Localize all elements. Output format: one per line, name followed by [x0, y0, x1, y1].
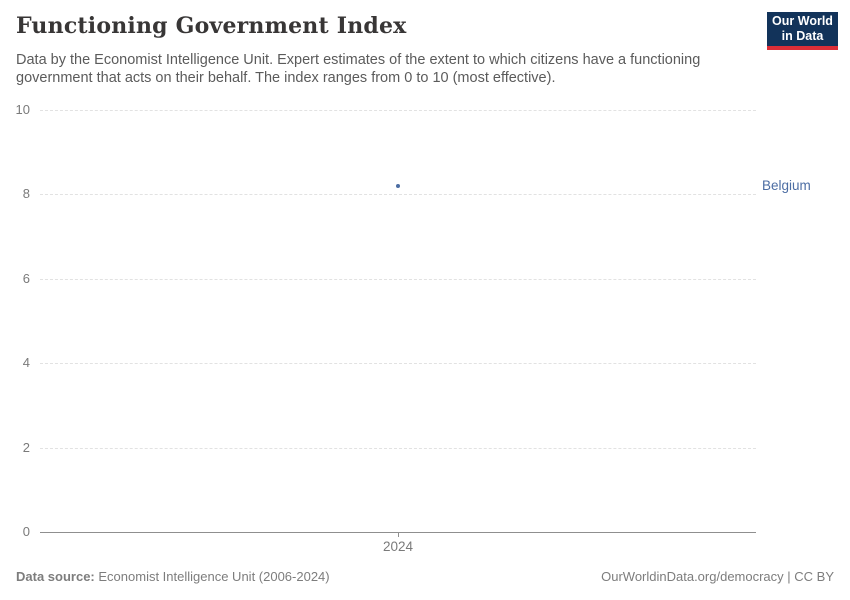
- y-gridline: [40, 194, 756, 196]
- data-point-belgium[interactable]: [396, 183, 400, 188]
- y-gridline: [40, 278, 756, 280]
- entity-label-belgium[interactable]: Belgium: [762, 178, 811, 194]
- data-source-label: Data source:: [16, 569, 95, 584]
- y-tick-label: 10: [15, 102, 30, 117]
- y-gridline: [40, 447, 756, 449]
- owid-credit-link[interactable]: OurWorldinData.org/democracy | CC BY: [601, 569, 834, 584]
- x-tick-mark: [397, 532, 399, 537]
- owid-logo: Our World in Data: [767, 12, 838, 50]
- chart-subtitle: Data by the Economist Intelligence Unit.…: [16, 52, 701, 86]
- x-tick-label: 2024: [382, 539, 414, 554]
- chart-footer: Data source: Economist Intelligence Unit…: [16, 569, 834, 584]
- y-tick-label: 0: [22, 524, 30, 539]
- chart-title: Functioning Government Index: [16, 13, 407, 39]
- data-source-value: Economist Intelligence Unit (2006-2024): [98, 569, 330, 584]
- y-tick-label: 8: [22, 186, 30, 202]
- y-tick-label: 2: [22, 439, 30, 455]
- y-tick-label: 4: [22, 355, 30, 371]
- y-tick-label: 6: [22, 270, 30, 286]
- data-source-note: Data source: Economist Intelligence Unit…: [16, 569, 330, 584]
- owid-logo-line2: in Data: [781, 29, 824, 43]
- y-gridline: [40, 363, 756, 365]
- owid-logo-line1: Our World: [772, 14, 833, 28]
- y-gridline: [40, 110, 756, 111]
